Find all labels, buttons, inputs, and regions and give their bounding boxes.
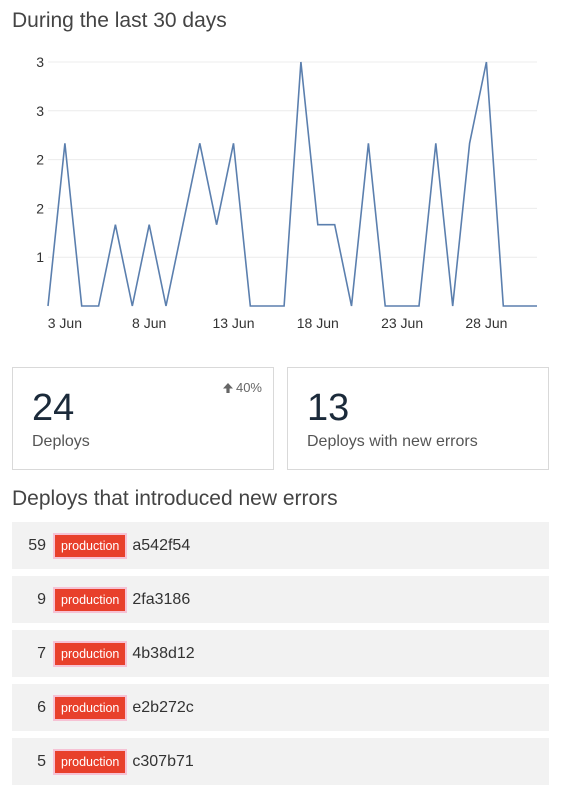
y-tick-label: 2 <box>36 200 44 216</box>
x-tick-label: 3 Jun <box>48 315 82 331</box>
arrow-up-icon <box>222 382 233 393</box>
deploys-list-title: Deploys that introduced new errors <box>12 487 338 510</box>
deploys-label: Deploys <box>32 433 90 450</box>
x-tick-label: 8 Jun <box>132 315 166 331</box>
deploy-row[interactable]: 59 production a542f54 <box>12 522 549 569</box>
deploy-row[interactable]: 7 production 4b38d12 <box>12 630 549 677</box>
deploy-row[interactable]: 5 production c307b71 <box>12 738 549 785</box>
errors-stat-card: 13 Deploys with new errors <box>287 367 549 470</box>
environment-badge[interactable]: production <box>55 588 126 611</box>
deploys-count: 24 <box>32 387 75 429</box>
deploy-hash[interactable]: c307b71 <box>132 752 194 770</box>
deploys-change-value: 40% <box>235 380 262 395</box>
y-tick-label: 3 <box>36 54 44 70</box>
x-tick-label: 28 Jun <box>465 315 507 331</box>
deploy-error-count: 59 <box>28 536 46 554</box>
deploy-row[interactable]: 6 production e2b272c <box>12 684 549 731</box>
y-tick-label: 3 <box>36 103 44 119</box>
environment-badge[interactable]: production <box>55 696 126 719</box>
deploy-row[interactable]: 9 production 2fa3186 <box>12 576 549 623</box>
environment-badge[interactable]: production <box>55 750 126 773</box>
deploy-hash[interactable]: 4b38d12 <box>132 644 195 662</box>
series-line <box>47 61 537 307</box>
deploy-hash[interactable]: a542f54 <box>132 536 191 554</box>
deploy-hash[interactable]: 2fa3186 <box>132 590 191 608</box>
y-tick-label: 1 <box>36 249 44 265</box>
chart-title: During the last 30 days <box>12 9 227 32</box>
deploy-error-count: 7 <box>37 644 46 662</box>
x-tick-label: 23 Jun <box>381 315 423 331</box>
deploys-stat-card: 40% 24 Deploys <box>12 367 274 470</box>
deploy-error-count: 6 <box>37 698 46 716</box>
x-tick-label: 13 Jun <box>212 315 254 331</box>
deploy-error-count: 5 <box>37 752 46 770</box>
errors-label: Deploys with new errors <box>307 433 478 450</box>
deploy-error-count: 9 <box>37 590 46 608</box>
errors-count: 13 <box>307 387 350 429</box>
deploy-hash[interactable]: e2b272c <box>132 698 194 716</box>
deploys-change: 40% <box>222 380 262 395</box>
y-tick-label: 2 <box>36 152 44 168</box>
x-tick-label: 18 Jun <box>297 315 339 331</box>
environment-badge[interactable]: production <box>55 642 126 665</box>
deploys-line-chart: 1 2 2 3 3 3 Jun 8 Jun 13 Jun 18 Jun 23 Jun 28 Jun <box>36 54 537 331</box>
environment-badge[interactable]: production <box>55 534 126 557</box>
